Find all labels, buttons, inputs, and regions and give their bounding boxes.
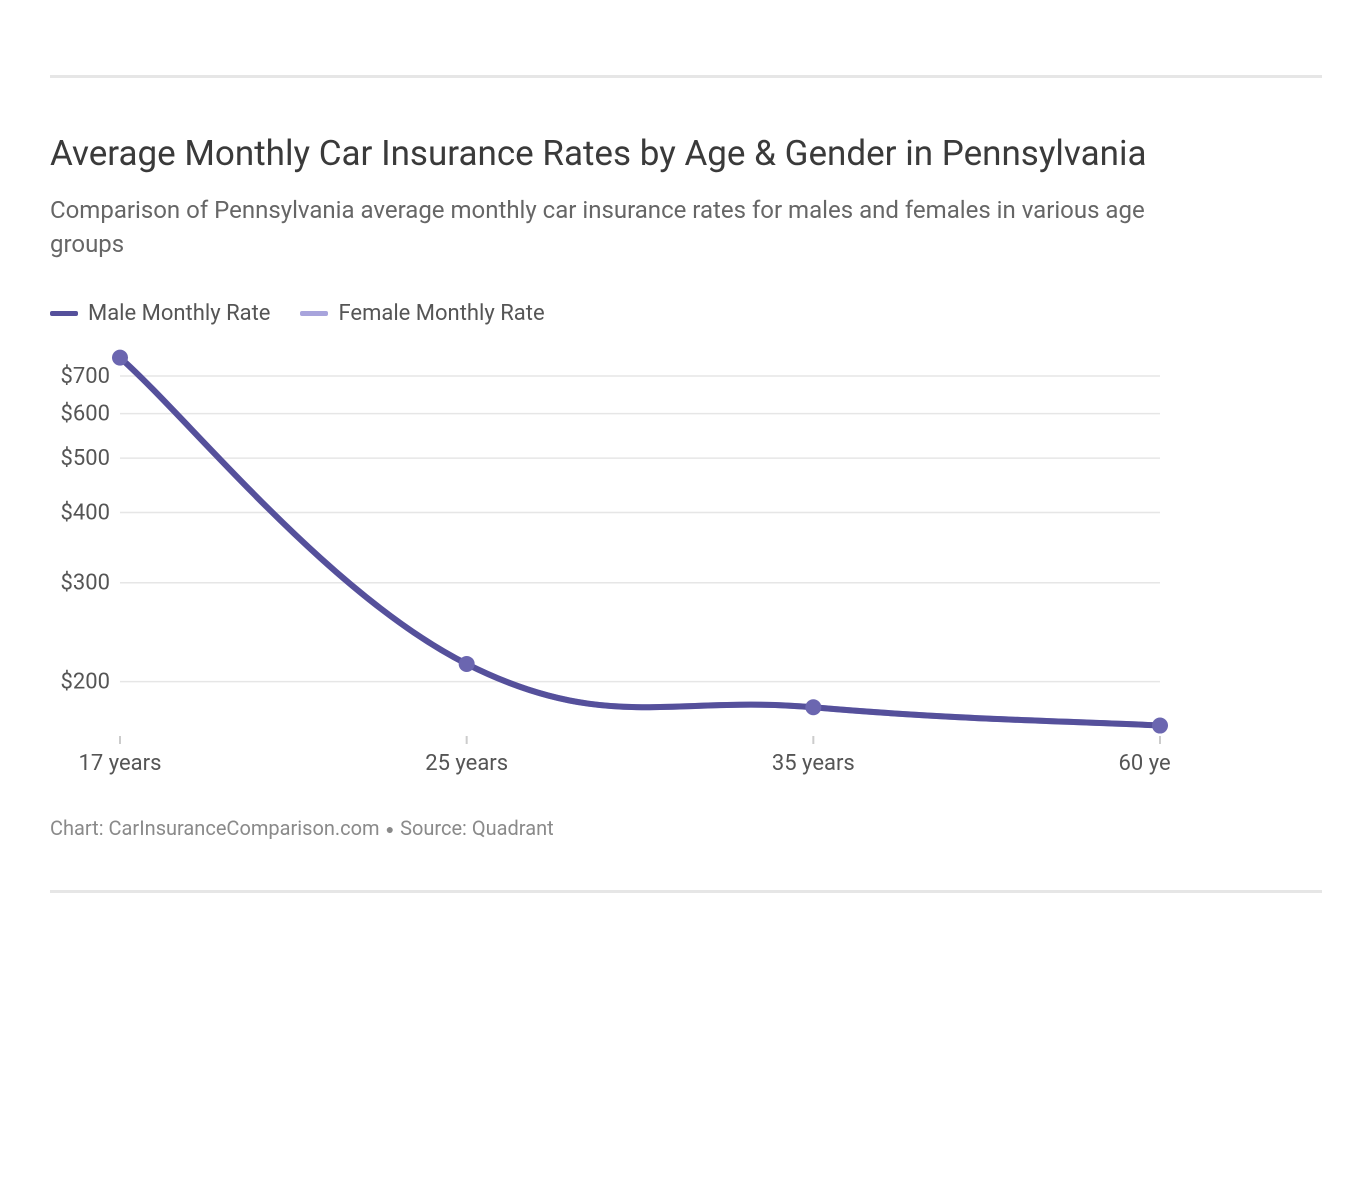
- chart-title: Average Monthly Car Insurance Rates by A…: [50, 133, 1322, 174]
- credits-source-label: Source:: [400, 816, 472, 840]
- legend-swatch-female: [300, 311, 328, 316]
- chart-svg: $200 $300 $400 $500 $600 $700 17 years 25 years…: [50, 346, 1170, 786]
- svg-text:35 years: 35 years: [772, 751, 855, 776]
- svg-text:$600: $600: [61, 402, 110, 427]
- svg-text:$700: $700: [61, 364, 110, 389]
- chart-credits: Chart: CarInsuranceComparison.com ● Source…: [50, 816, 1322, 840]
- svg-text:$300: $300: [61, 571, 110, 596]
- svg-text:$400: $400: [61, 501, 110, 526]
- svg-text:60 years: 60 years: [1119, 751, 1170, 776]
- legend-item-female: Female Monthly Rate: [300, 301, 544, 326]
- svg-text:$500: $500: [61, 446, 110, 471]
- legend-label-male: Male Monthly Rate: [88, 301, 270, 326]
- credits-chart-by: CarInsuranceComparison.com: [109, 816, 380, 840]
- chart-subtitle: Comparison of Pennsylvania average month…: [50, 194, 1150, 261]
- legend: Male Monthly Rate Female Monthly Rate: [50, 301, 1322, 326]
- divider-bottom: [50, 890, 1322, 893]
- divider-top: [50, 75, 1322, 78]
- svg-text:$200: $200: [61, 670, 110, 695]
- credits-chart-label: Chart:: [50, 816, 109, 840]
- svg-text:17 years: 17 years: [79, 751, 162, 776]
- legend-swatch-male: [50, 311, 78, 316]
- legend-label-female: Female Monthly Rate: [338, 301, 544, 326]
- legend-item-male: Male Monthly Rate: [50, 301, 270, 326]
- svg-text:25 years: 25 years: [425, 751, 508, 776]
- credits-source: Quadrant: [472, 816, 554, 840]
- bullet-icon: ●: [386, 821, 394, 838]
- line-chart: $200 $300 $400 $500 $600 $700 17 years 25 years…: [50, 346, 1170, 786]
